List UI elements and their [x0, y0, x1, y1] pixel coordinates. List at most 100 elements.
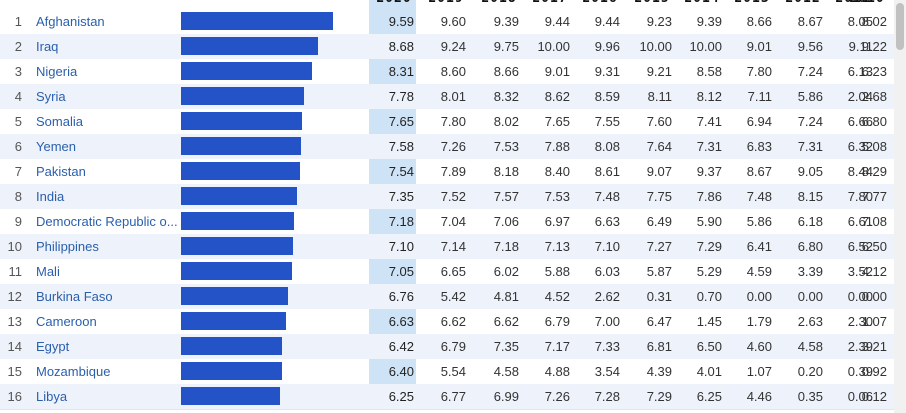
year-score-cell: 7.80	[847, 189, 873, 204]
year-header-cell[interactable]: 2018	[474, 0, 524, 6]
year-score-cell: 6.50	[696, 339, 722, 354]
table-row[interactable]: 3 Nigeria 8.31 8.60 8.66 9.01 9.31 9.21 8.58 7.80…	[0, 59, 894, 84]
year-score-cell: 6.83	[746, 139, 772, 154]
year-header-cell[interactable]: 2017	[525, 0, 575, 6]
table-row[interactable]: 11 Mali 7.05 6.65 6.02 5.88 6.03 5.87 5.29 4.59 3.…	[0, 259, 894, 284]
country-link[interactable]: Syria	[36, 89, 66, 104]
year-score-cell: 2.63	[797, 314, 823, 329]
score-bar	[181, 212, 294, 230]
year-score-cell: 7.48	[594, 189, 620, 204]
year-score-cell: 0.00	[797, 289, 823, 304]
table-row[interactable]: 9 Democratic Republic o... 7.18 7.04 7.06 6.9…	[0, 209, 894, 234]
year-score-cell: 7.24	[797, 64, 823, 79]
year-score-cell: 7.80	[746, 64, 772, 79]
table-row[interactable]: 6 Yemen 7.58 7.26 7.53 7.88 8.08 7.64 7.31 6.83 7.…	[0, 134, 894, 159]
year-header-cell[interactable]: 2015	[627, 0, 677, 6]
table-row[interactable]: 5 Somalia 7.65 7.80 8.02 7.65 7.55 7.60 7.41 6.94…	[0, 109, 894, 134]
year-score-cell: 8.29	[861, 164, 887, 179]
current-score-cell: 6.76	[388, 289, 414, 304]
year-score-cell: 9.39	[696, 14, 722, 29]
year-header-cell[interactable]: 2019	[421, 0, 471, 6]
year-score-cell: 7.86	[696, 189, 722, 204]
table-row[interactable]: 7 Pakistan 7.54 7.89 8.18 8.40 8.61 9.07 9.37 8.6…	[0, 159, 894, 184]
vertical-scrollbar[interactable]	[894, 0, 906, 413]
year-score-cell: 0.31	[646, 289, 672, 304]
row-divider	[0, 409, 894, 410]
table-row[interactable]: 1 Afghanistan 9.59 9.60 9.39 9.44 9.44 9.23 9.39…	[0, 9, 894, 34]
year-score-cell: 1.07	[746, 364, 772, 379]
year-score-cell: 6.47	[646, 314, 672, 329]
year-score-cell: 4.58	[797, 339, 823, 354]
year-score-cell: 2.39	[847, 339, 873, 354]
year-header-cell[interactable]: 2011	[828, 0, 878, 6]
country-link[interactable]: Iraq	[36, 39, 59, 54]
country-link[interactable]: Egypt	[36, 339, 70, 354]
current-score-cell: 8.68	[388, 39, 414, 54]
country-link[interactable]: India	[36, 189, 65, 204]
table-row[interactable]: 12 Burkina Faso 6.76 5.42 4.81 4.52 2.62 0.31 0.…	[0, 284, 894, 309]
year-score-cell: 7.27	[646, 239, 672, 254]
year-score-cell: 6.23	[861, 64, 887, 79]
country-link[interactable]: Cameroon	[36, 314, 97, 329]
year-score-cell: 7.17	[544, 339, 570, 354]
year-score-cell: 2.04	[847, 89, 873, 104]
score-bar	[181, 162, 300, 180]
table-row[interactable]: 10 Philippines 7.10 7.14 7.18 7.13 7.10 7.27 7.2…	[0, 234, 894, 259]
year-header-cell[interactable]: 2010	[842, 0, 892, 6]
score-bar	[181, 262, 292, 280]
year-score-cell: 6.80	[861, 114, 887, 129]
country-link[interactable]: Somalia	[36, 114, 83, 129]
country-link[interactable]: Democratic Republic o...	[36, 214, 178, 229]
country-link[interactable]: Mozambique	[36, 364, 111, 379]
year-score-cell: 9.21	[646, 64, 672, 79]
country-link[interactable]: Pakistan	[36, 164, 86, 179]
year-score-cell: 7.80	[440, 114, 466, 129]
year-score-cell: 1.07	[861, 314, 887, 329]
country-link[interactable]: Libya	[36, 389, 68, 404]
year-header-cell[interactable]: 2013	[727, 0, 777, 6]
country-link[interactable]: Burkina Faso	[36, 289, 113, 304]
year-score-cell: 6.50	[861, 239, 887, 254]
year-header-cell[interactable]: 2016	[575, 0, 625, 6]
rank-cell: 15	[7, 364, 22, 379]
scrollbar-thumb[interactable]	[896, 3, 904, 50]
year-score-cell: 7.13	[544, 239, 570, 254]
year-score-cell: 1.79	[746, 314, 772, 329]
year-score-cell: 1.45	[696, 314, 722, 329]
table-row[interactable]: 14 Egypt 6.42 6.79 7.35 7.17 7.33 6.81 6.50 4.60 4…	[0, 334, 894, 359]
table-row[interactable]: 15 Mozambique 6.40 5.54 4.58 4.88 3.54 4.39 4.01…	[0, 359, 894, 384]
year-score-cell: 8.60	[440, 64, 466, 79]
year-score-cell: 6.49	[646, 214, 672, 229]
year-score-cell: 0.00	[847, 289, 873, 304]
year-score-cell: 7.26	[440, 139, 466, 154]
table-row[interactable]: 4 Syria 7.78 8.01 8.32 8.62 8.59 8.11 8.12 7.11 5.…	[0, 84, 894, 109]
year-score-cell: 8.61	[594, 164, 620, 179]
rank-cell: 9	[14, 214, 22, 229]
table-row[interactable]: 13 Cameroon 6.63 6.62 6.62 6.79 7.00 6.47 1.45 1.…	[0, 309, 894, 334]
table-row[interactable]: 8 India 7.35 7.52 7.57 7.53 7.48 7.75 7.86 7.48 8.…	[0, 184, 894, 209]
country-link[interactable]: Yemen	[36, 139, 76, 154]
country-link[interactable]: Philippines	[36, 239, 99, 254]
year-score-cell: 4.39	[646, 364, 672, 379]
year-header-cell[interactable]: 2014	[677, 0, 727, 6]
country-link[interactable]: Mali	[36, 264, 60, 279]
year-score-cell: 7.08	[861, 214, 887, 229]
year-score-cell: 4.88	[544, 364, 570, 379]
rank-cell: 5	[14, 114, 22, 129]
table-row[interactable]: 2 Iraq 8.68 9.24 9.75 10.00 9.96 10.00 10.00 9.01…	[0, 34, 894, 59]
year-score-cell: 4.60	[746, 339, 772, 354]
table-row[interactable]: 16 Libya 6.25 6.77 6.99 7.26 7.28 7.29 6.25 4.46 0…	[0, 384, 894, 409]
year-score-cell: 4.01	[696, 364, 722, 379]
year-score-cell: 9.39	[493, 14, 519, 29]
year-score-cell: 7.11	[747, 89, 772, 104]
year-header-cell[interactable]: 2012	[778, 0, 828, 6]
year-score-cell: 7.14	[440, 239, 466, 254]
year-score-cell: 5.86	[746, 214, 772, 229]
year-score-cell: 7.53	[493, 139, 519, 154]
score-bar	[181, 312, 286, 330]
year-header-cell[interactable]: 2020	[369, 0, 419, 6]
country-link[interactable]: Nigeria	[36, 64, 78, 79]
year-score-cell: 8.67	[746, 164, 772, 179]
country-link[interactable]: Afghanistan	[36, 14, 105, 29]
year-score-cell: 4.12	[861, 264, 887, 279]
